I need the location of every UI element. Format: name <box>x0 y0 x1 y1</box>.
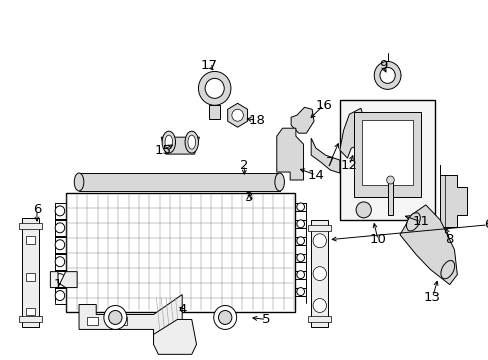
Ellipse shape <box>184 131 198 153</box>
Bar <box>21 218 39 328</box>
Circle shape <box>312 234 326 248</box>
Circle shape <box>296 220 304 228</box>
Text: 12: 12 <box>340 158 357 172</box>
Ellipse shape <box>164 135 172 149</box>
Text: 16: 16 <box>314 99 331 112</box>
Circle shape <box>296 237 304 245</box>
Bar <box>339 100 434 220</box>
Polygon shape <box>399 205 456 285</box>
Polygon shape <box>290 107 313 133</box>
Circle shape <box>55 240 64 250</box>
Circle shape <box>296 203 304 211</box>
Circle shape <box>296 288 304 296</box>
Text: 15: 15 <box>154 144 171 157</box>
Bar <box>208 105 220 119</box>
Bar <box>310 220 328 328</box>
Ellipse shape <box>406 213 419 231</box>
Polygon shape <box>310 138 339 173</box>
Ellipse shape <box>162 131 175 153</box>
Text: 17: 17 <box>200 59 217 72</box>
Bar <box>361 120 412 185</box>
Polygon shape <box>50 272 77 288</box>
Text: 7: 7 <box>325 156 334 168</box>
Bar <box>79 173 279 191</box>
Circle shape <box>55 274 64 284</box>
Text: 8: 8 <box>445 233 453 246</box>
Polygon shape <box>79 294 182 345</box>
Circle shape <box>373 62 400 89</box>
Circle shape <box>312 298 326 312</box>
Bar <box>19 316 41 323</box>
Circle shape <box>55 257 64 267</box>
Circle shape <box>55 206 64 216</box>
Ellipse shape <box>74 173 83 191</box>
Circle shape <box>379 67 394 84</box>
Text: 1: 1 <box>54 278 62 291</box>
Circle shape <box>218 310 231 324</box>
Text: 11: 11 <box>412 215 428 228</box>
Polygon shape <box>153 319 196 354</box>
Bar <box>307 316 330 323</box>
Polygon shape <box>339 108 366 158</box>
Circle shape <box>198 71 230 105</box>
Bar <box>86 318 98 325</box>
Ellipse shape <box>440 261 454 279</box>
Circle shape <box>55 291 64 301</box>
Circle shape <box>312 267 326 280</box>
Circle shape <box>103 306 126 329</box>
Bar <box>25 236 35 244</box>
Text: 6: 6 <box>483 218 488 231</box>
Polygon shape <box>439 165 466 227</box>
Circle shape <box>231 109 243 121</box>
Circle shape <box>355 202 370 218</box>
Text: 5: 5 <box>262 313 270 326</box>
Bar <box>19 223 41 229</box>
Bar <box>307 225 330 231</box>
Ellipse shape <box>274 173 284 191</box>
Bar <box>115 318 126 325</box>
Bar <box>25 307 35 315</box>
Text: 10: 10 <box>369 233 386 246</box>
Text: 14: 14 <box>307 168 324 181</box>
Polygon shape <box>276 128 303 180</box>
Circle shape <box>213 306 236 329</box>
Text: 9: 9 <box>378 59 386 72</box>
Polygon shape <box>161 137 199 154</box>
Bar <box>387 180 392 215</box>
Text: 13: 13 <box>423 291 440 304</box>
Bar <box>25 273 35 280</box>
Text: 6: 6 <box>33 203 41 216</box>
Circle shape <box>296 254 304 262</box>
Circle shape <box>108 310 122 324</box>
Circle shape <box>55 223 64 233</box>
Circle shape <box>296 271 304 279</box>
Bar <box>353 112 420 197</box>
Circle shape <box>204 78 224 98</box>
Circle shape <box>386 176 393 184</box>
Ellipse shape <box>187 135 195 149</box>
Text: 2: 2 <box>240 158 248 172</box>
Text: 18: 18 <box>248 114 264 127</box>
Text: 4: 4 <box>178 303 186 316</box>
Text: 3: 3 <box>244 192 253 204</box>
Bar <box>65 193 294 312</box>
